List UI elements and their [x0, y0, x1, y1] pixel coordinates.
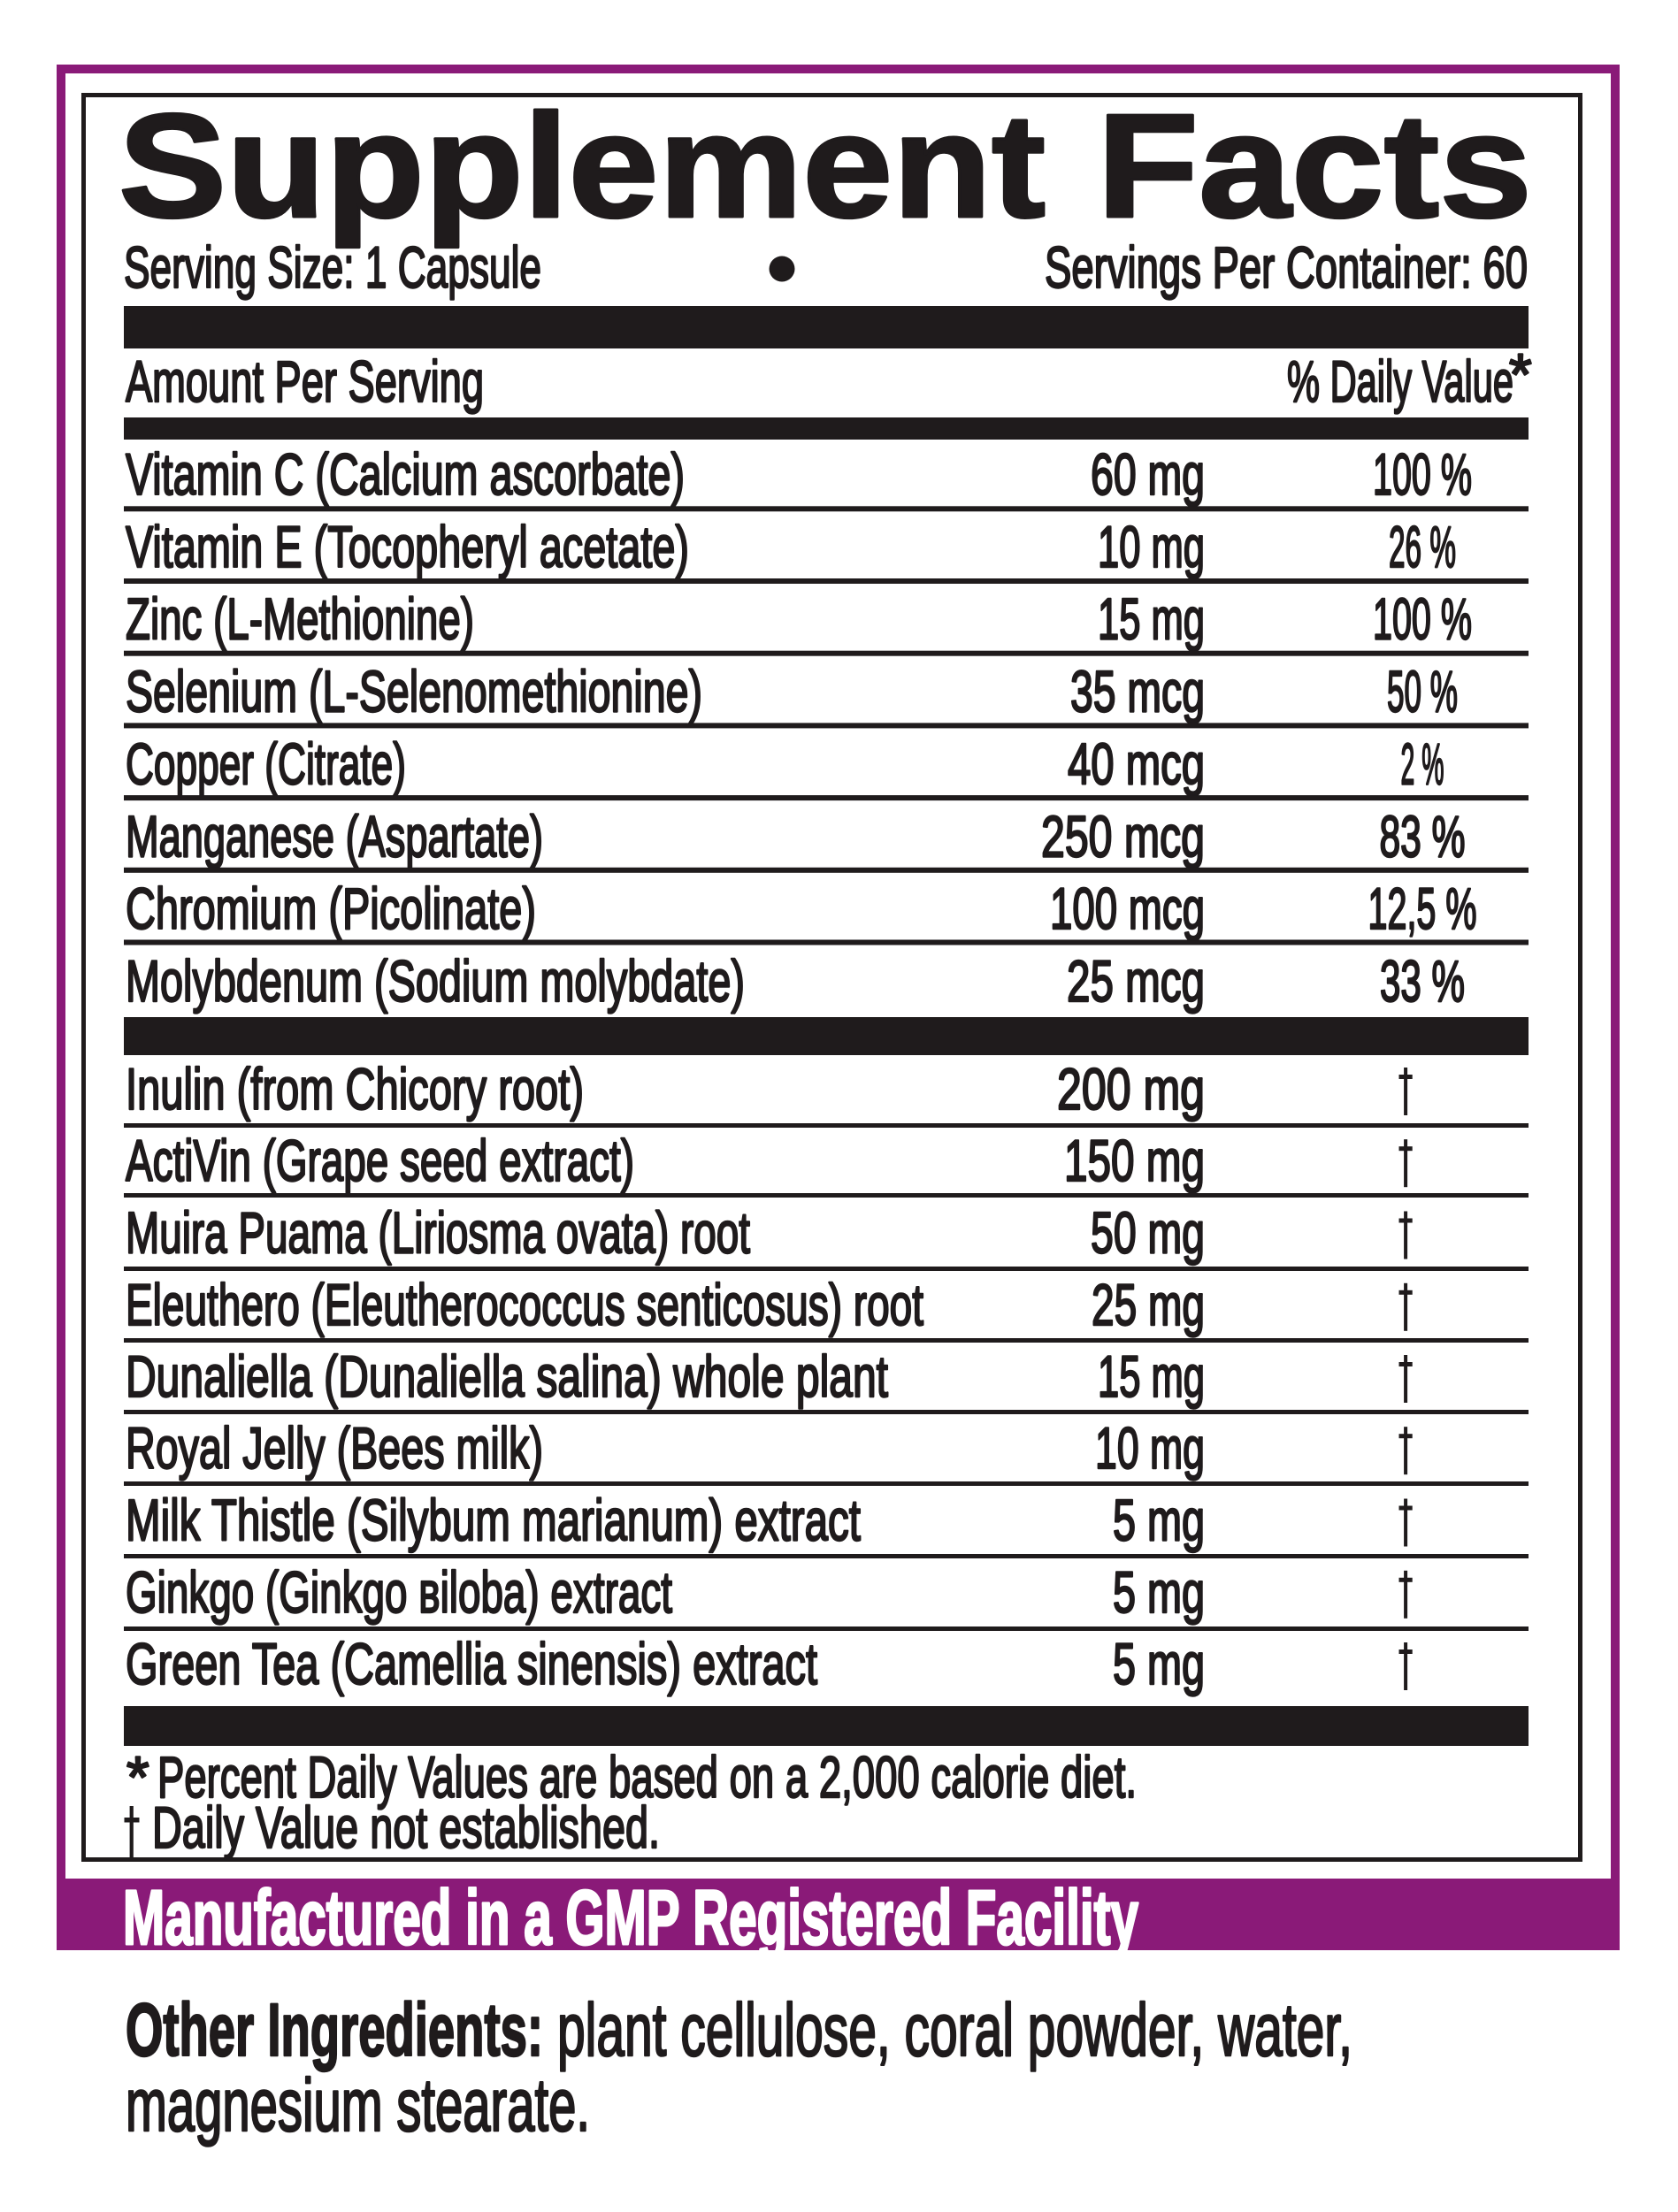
svg-text:Vitamin E (Tocopheryl acetate): Vitamin E (Tocopheryl acetate): [126, 514, 689, 579]
svg-text:Supplement: Supplement: [119, 84, 1046, 249]
svg-text:26 %: 26 %: [1389, 514, 1456, 579]
svg-text:Daily Value not established.: Daily Value not established.: [152, 1795, 660, 1860]
svg-text:15 mg: 15 mg: [1098, 586, 1205, 652]
svg-text:Manganese (Aspartate): Manganese (Aspartate): [126, 803, 543, 869]
svg-text:Royal Jelly (Bees milk): Royal Jelly (Bees milk): [126, 1415, 543, 1481]
svg-text:5 mg: 5 mg: [1113, 1631, 1205, 1696]
svg-text:Serving Size: 1 Capsule: Serving Size: 1 Capsule: [124, 234, 541, 300]
svg-text:40 mcg: 40 mcg: [1068, 731, 1205, 796]
svg-text:*: *: [126, 1744, 149, 1810]
svg-text:Manufactured in a GMP Register: Manufactured in a GMP Registered Facilit…: [123, 1875, 1138, 1961]
svg-text:250 mcg: 250 mcg: [1041, 803, 1205, 869]
svg-text:Other Ingredients:: Other Ingredients:: [126, 1988, 543, 2071]
svg-text:35 mcg: 35 mcg: [1070, 659, 1205, 724]
svg-text:150 mg: 150 mg: [1064, 1128, 1205, 1193]
svg-text:Facts: Facts: [1097, 84, 1532, 249]
svg-text:200 mg: 200 mg: [1057, 1056, 1205, 1121]
svg-text:ActiVin (Grape seed extract): ActiVin (Grape seed extract): [126, 1128, 634, 1193]
svg-text:10 mg: 10 mg: [1095, 1415, 1205, 1481]
svg-text:83 %: 83 %: [1380, 803, 1466, 869]
svg-text:25 mg: 25 mg: [1092, 1272, 1205, 1337]
svg-text:Ginkgo (Ginkgo вiloba) extract: Ginkgo (Ginkgo вiloba) extract: [126, 1559, 672, 1625]
svg-text:plant cellulose, coral powder,: plant cellulose, coral powder, water,: [557, 1988, 1352, 2071]
svg-text:% Daily Value: % Daily Value: [1287, 348, 1513, 414]
svg-text:10 mg: 10 mg: [1098, 514, 1205, 579]
svg-text:Servings Per Container: 60: Servings Per Container: 60: [1045, 234, 1528, 300]
svg-text:15 mg: 15 mg: [1098, 1343, 1205, 1409]
svg-text:Selenium (L-Selenomethionine): Selenium (L-Selenomethionine): [126, 659, 702, 724]
svg-text:Inulin (from Chicory root): Inulin (from Chicory root): [126, 1056, 584, 1121]
svg-text:Eleuthero (Eleutherococcus sen: Eleuthero (Eleutherococcus senticosus) r…: [126, 1272, 923, 1337]
svg-text:Amount Per Serving: Amount Per Serving: [126, 348, 484, 414]
svg-text:Vitamin C (Calcium ascorbate): Vitamin C (Calcium ascorbate): [126, 441, 685, 507]
svg-text:2 %: 2 %: [1401, 731, 1444, 796]
svg-text:25 mcg: 25 mcg: [1067, 948, 1205, 1014]
svg-text:100 %: 100 %: [1373, 586, 1472, 652]
svg-text:Muira Puama (Liriosma ovata) r: Muira Puama (Liriosma ovata) root: [126, 1200, 750, 1266]
svg-text:Milk Thistle (Silybum marianum: Milk Thistle (Silybum marianum) extract: [126, 1488, 861, 1553]
svg-text:50 mg: 50 mg: [1091, 1200, 1205, 1266]
svg-text:Dunaliella (Dunaliella salina): Dunaliella (Dunaliella salina) whole pla…: [126, 1343, 888, 1409]
svg-text:12,5 %: 12,5 %: [1368, 876, 1477, 941]
svg-text:Chromium (Picolinate): Chromium (Picolinate): [126, 876, 536, 941]
svg-text:Percent Daily Values are based: Percent Daily Values are based on a 2,00…: [157, 1744, 1137, 1810]
svg-text:magnesium stearate.: magnesium stearate.: [126, 2063, 590, 2147]
svg-text:5 mg: 5 mg: [1113, 1488, 1205, 1553]
svg-text:100 %: 100 %: [1373, 441, 1472, 507]
svg-text:100 mcg: 100 mcg: [1050, 876, 1205, 941]
svg-text:Zinc (L-Methionine): Zinc (L-Methionine): [126, 586, 474, 652]
svg-text:5 mg: 5 mg: [1113, 1559, 1205, 1625]
svg-text:*: *: [1509, 341, 1532, 407]
svg-text:Molybdenum (Sodium molybdate): Molybdenum (Sodium molybdate): [126, 948, 745, 1014]
svg-text:Copper (Citrate): Copper (Citrate): [126, 731, 406, 796]
svg-text:Green Tea (Camellia sinensis): Green Tea (Camellia sinensis) extract: [126, 1631, 817, 1696]
svg-text:50 %: 50 %: [1387, 659, 1458, 724]
svg-text:33 %: 33 %: [1380, 948, 1465, 1014]
svg-text:60 mg: 60 mg: [1091, 441, 1205, 507]
